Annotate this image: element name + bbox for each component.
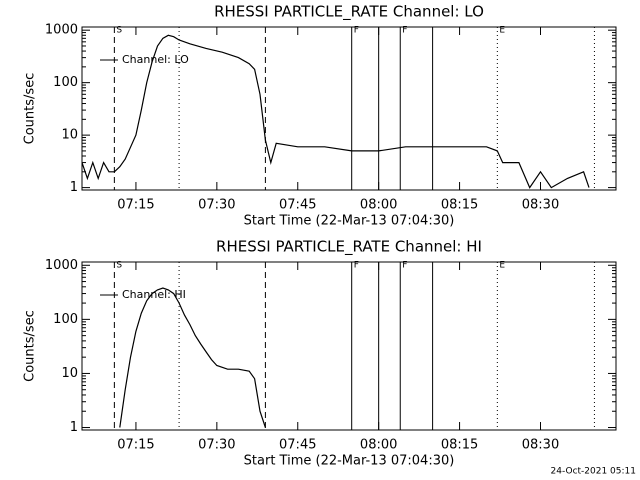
x-tick-label: 07:15 bbox=[117, 438, 154, 453]
y-tick-label: 100 bbox=[53, 312, 78, 327]
y-tick-label: 10 bbox=[61, 366, 78, 381]
chart-title: RHESSI PARTICLE_RATE Channel: LO bbox=[214, 3, 484, 22]
chart-title: RHESSI PARTICLE_RATE Channel: HI bbox=[216, 238, 482, 257]
y-axis-label: Counts/sec bbox=[23, 310, 38, 382]
marker-label: E bbox=[499, 26, 505, 36]
y-tick-label: 1000 bbox=[45, 258, 78, 273]
legend-label: Channel: HI bbox=[122, 288, 186, 301]
plot-frame bbox=[81, 261, 617, 431]
marker-label: F bbox=[402, 26, 407, 36]
x-tick-label: 08:00 bbox=[360, 438, 397, 453]
y-tick-label: 1000 bbox=[45, 23, 78, 38]
x-tick-label: 08:15 bbox=[441, 438, 478, 453]
x-tick-label: 08:30 bbox=[522, 198, 559, 213]
x-axis-label: Start Time (22-Mar-13 07:04:30) bbox=[244, 214, 455, 229]
y-tick-label: 1 bbox=[70, 420, 78, 435]
y-tick-label: 100 bbox=[53, 75, 78, 90]
marker-label: F bbox=[354, 261, 359, 271]
x-tick-label: 07:15 bbox=[117, 198, 154, 213]
x-axis-label: Start Time (22-Mar-13 07:04:30) bbox=[244, 454, 455, 469]
x-tick-label: 08:15 bbox=[441, 198, 478, 213]
footer-date: 24-Oct-2021 05:11 bbox=[551, 467, 636, 477]
x-tick-label: 08:00 bbox=[360, 198, 397, 213]
marker-label: E bbox=[499, 261, 505, 271]
x-tick-label: 07:45 bbox=[279, 198, 316, 213]
y-tick-label: 10 bbox=[61, 128, 78, 143]
x-tick-label: 07:45 bbox=[279, 438, 316, 453]
plot-frame bbox=[81, 26, 617, 191]
legend-label: Channel: LO bbox=[122, 53, 189, 66]
x-tick-label: 07:30 bbox=[198, 438, 235, 453]
data-line bbox=[119, 287, 266, 428]
x-tick-label: 08:30 bbox=[522, 438, 559, 453]
y-tick-label: 1 bbox=[70, 180, 78, 195]
marker-label: F bbox=[354, 26, 359, 36]
marker-label: S bbox=[116, 26, 122, 36]
marker-label: S bbox=[116, 261, 122, 271]
x-tick-label: 07:30 bbox=[198, 198, 235, 213]
marker-label: F bbox=[402, 261, 407, 271]
data-line bbox=[81, 34, 590, 189]
y-axis-label: Counts/sec bbox=[23, 73, 38, 145]
